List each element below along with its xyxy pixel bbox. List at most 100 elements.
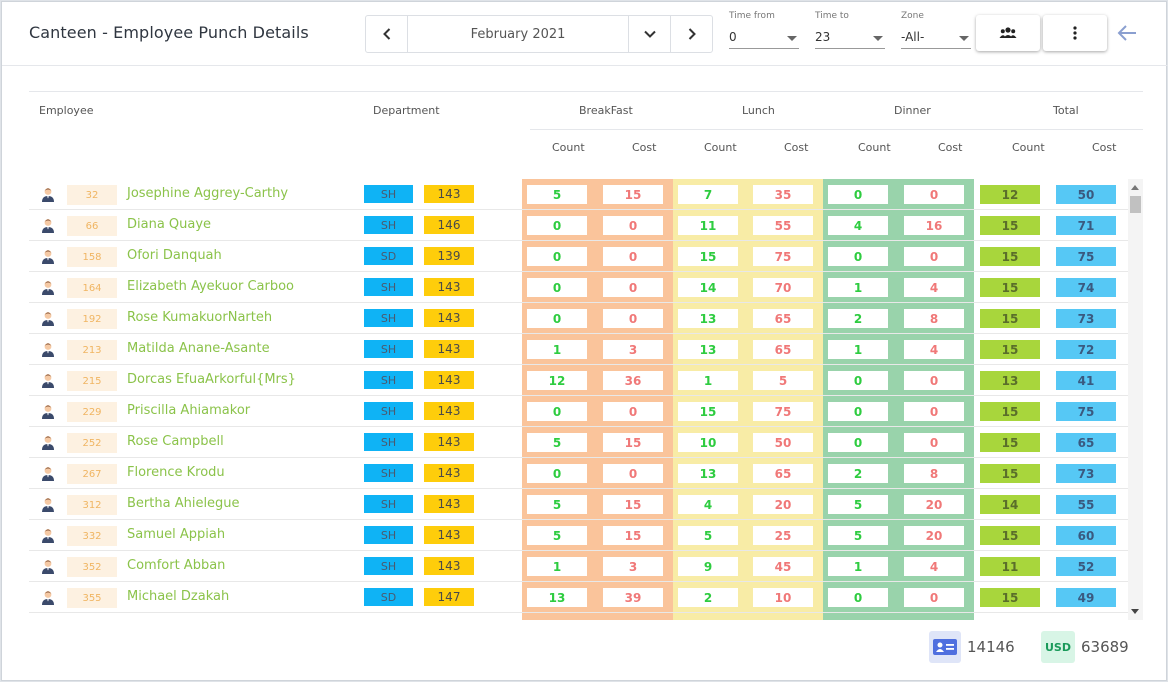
employee-id: 355 (67, 588, 117, 608)
employee-name[interactable]: Elizabeth Ayekuor Carboo (127, 279, 294, 294)
breakfast-cost-cell: 36 (603, 371, 663, 390)
header: Canteen - Employee Punch Details Februar… (2, 2, 1168, 66)
total-cost-cell: 74 (1056, 278, 1116, 297)
lunch-cost-cell: 20 (753, 495, 813, 514)
table-row[interactable]: 192 Rose KumakuorNarteh SH 143 0 0 13 65 2 8 15 73 (29, 303, 1128, 334)
col-dinner-count[interactable]: Count (858, 141, 891, 154)
dinner-cost-cell: 0 (904, 402, 964, 421)
lunch-count-cell: 9 (678, 557, 738, 576)
employee-name[interactable]: Matilda Anane-Asante (127, 341, 270, 356)
col-total-cost[interactable]: Cost (1092, 141, 1117, 154)
lunch-cost-cell: 70 (753, 278, 813, 297)
zone-select[interactable]: Zone -All- (901, 11, 971, 51)
users-button[interactable] (976, 15, 1040, 51)
total-count-cell: 15 (980, 433, 1040, 452)
table-row[interactable]: 312 Bertha Ahielegue SH 143 5 15 4 20 5 20 14 55 (29, 489, 1128, 520)
scroll-down-icon[interactable] (1131, 609, 1139, 614)
department-badge: SH (364, 526, 413, 544)
time-from-value: 0 (729, 30, 737, 44)
col-employee[interactable]: Employee (39, 104, 94, 117)
table-scrollbar[interactable] (1128, 179, 1143, 620)
month-dropdown-button[interactable] (628, 16, 670, 52)
breakfast-cost-cell: 0 (603, 278, 663, 297)
col-breakfast-cost[interactable]: Cost (632, 141, 657, 154)
department-code-badge: 143 (424, 402, 474, 420)
time-from-select[interactable]: Time from 0 (729, 11, 799, 51)
total-cost-cell: 55 (1056, 495, 1116, 514)
total-cost-cell: 75 (1056, 247, 1116, 266)
dinner-count-cell: 1 (828, 278, 888, 297)
employee-id: 213 (67, 340, 117, 360)
lunch-cost-cell: 50 (753, 433, 813, 452)
col-total-count[interactable]: Count (1012, 141, 1045, 154)
lunch-count-cell: 1 (678, 371, 738, 390)
department-badge: SH (364, 185, 413, 203)
employee-name[interactable]: Ofori Danquah (127, 248, 222, 263)
total-cost-cell: 73 (1056, 464, 1116, 483)
department-badge: SH (364, 495, 413, 513)
col-total: Total (1053, 104, 1079, 117)
employee-name[interactable]: Rose Campbell (127, 434, 224, 449)
employee-name[interactable]: Bertha Ahielegue (127, 496, 240, 511)
total-cost-cell: 72 (1056, 340, 1116, 359)
table-row[interactable]: 158 Ofori Danquah SD 139 0 0 15 75 0 0 15 75 (29, 241, 1128, 272)
employee-name[interactable]: Josephine Aggrey-Carthy (127, 186, 289, 201)
scroll-up-icon[interactable] (1131, 185, 1139, 190)
lunch-cost-cell: 35 (753, 185, 813, 204)
table-row[interactable]: 213 Matilda Anane-Asante SH 143 1 3 13 65 1 4 15 72 (29, 334, 1128, 365)
breakfast-cost-cell: 0 (603, 247, 663, 266)
dinner-cost-cell: 0 (904, 433, 964, 452)
table-row[interactable]: 355 Michael Dzakah SD 147 13 39 2 10 0 0 15 49 (29, 582, 1128, 613)
back-arrow-icon[interactable] (1116, 23, 1138, 43)
table-row[interactable]: 332 Samuel Appiah SH 143 5 15 5 25 5 20 15 60 (29, 520, 1128, 551)
dinner-cost-cell: 0 (904, 588, 964, 607)
table-row[interactable]: 32 Josephine Aggrey-Carthy SH 143 5 15 7 35 0 0 12… (29, 179, 1128, 210)
more-options-button[interactable] (1043, 15, 1107, 51)
table-row[interactable]: 164 Elizabeth Ayekuor Carboo SH 143 0 0 14 70 1 4… (29, 272, 1128, 303)
employee-id: 192 (67, 309, 117, 329)
total-cost-cell: 52 (1056, 557, 1116, 576)
total-cost-cell: 71 (1056, 216, 1116, 235)
table-row[interactable]: 252 Rose Campbell SH 143 5 15 10 50 0 0 15 65 (29, 427, 1128, 458)
department-code-badge: 143 (424, 464, 474, 482)
chevron-left-icon (382, 28, 390, 40)
breakfast-count-cell: 0 (527, 278, 587, 297)
department-badge: SH (364, 216, 413, 234)
employee-name[interactable]: Rose KumakuorNarteh (127, 310, 273, 325)
month-label[interactable]: February 2021 (470, 26, 566, 42)
employee-name[interactable]: Priscilla Ahiamakor (127, 403, 251, 418)
col-lunch: Lunch (742, 104, 775, 117)
table-row[interactable]: 229 Priscilla Ahiamakor SH 143 0 0 15 75 0 0 15 75 (29, 396, 1128, 427)
next-month-button[interactable] (670, 16, 712, 52)
table-row[interactable]: 267 Florence Krodu SH 143 0 0 13 65 2 8 15 73 (29, 458, 1128, 489)
lunch-count-cell: 7 (678, 185, 738, 204)
total-count-cell: 15 (980, 402, 1040, 421)
col-breakfast-count[interactable]: Count (552, 141, 585, 154)
employee-name[interactable]: Dorcas EfuaArkorful{Mrs} (127, 372, 296, 387)
table-row[interactable]: 66 Diana Quaye SH 146 0 0 11 55 4 16 15 71 (29, 210, 1128, 241)
lunch-count-cell: 15 (678, 247, 738, 266)
employee-total-value: 14146 (967, 638, 1015, 656)
department-badge: SH (364, 433, 413, 451)
avatar-icon (42, 312, 54, 326)
breakfast-count-cell: 0 (527, 464, 587, 483)
employee-name[interactable]: Comfort Abban (127, 558, 226, 573)
employee-name[interactable]: Diana Quaye (127, 217, 212, 232)
table-row[interactable]: 352 Comfort Abban SH 143 1 3 9 45 1 4 11 52 (29, 551, 1128, 582)
breakfast-cost-cell: 0 (603, 464, 663, 483)
col-dinner-cost[interactable]: Cost (938, 141, 963, 154)
employee-id: 312 (67, 495, 117, 515)
scroll-thumb[interactable] (1130, 196, 1141, 213)
employee-name[interactable]: Michael Dzakah (127, 589, 230, 604)
employee-id: 252 (67, 433, 117, 453)
dinner-cost-cell: 4 (904, 340, 964, 359)
table-row[interactable]: 215 Dorcas EfuaArkorful{Mrs} SH 143 12 36 1 5 0 0… (29, 365, 1128, 396)
time-to-select[interactable]: Time to 23 (815, 11, 885, 51)
employee-name[interactable]: Florence Krodu (127, 465, 225, 480)
prev-month-button[interactable] (366, 16, 408, 52)
employee-name[interactable]: Samuel Appiah (127, 527, 226, 542)
col-department[interactable]: Department (373, 104, 440, 117)
col-lunch-count[interactable]: Count (704, 141, 737, 154)
total-cost-cell: 50 (1056, 185, 1116, 204)
col-lunch-cost[interactable]: Cost (784, 141, 809, 154)
